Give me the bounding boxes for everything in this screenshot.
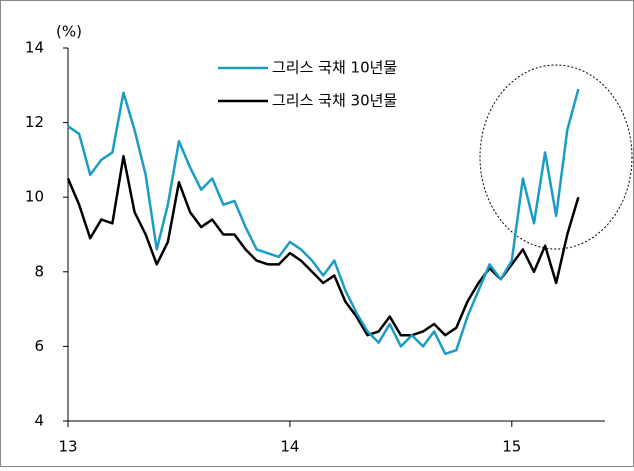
x-tick-label: 13 [58,438,77,456]
y-tick-label: 6 [34,337,44,355]
legend-label: 그리스 국채 10년물 [272,59,397,77]
series-line [66,154,580,337]
highlight-ellipse [479,64,633,250]
series-line [67,88,580,356]
y-tick-label: 8 [34,262,44,280]
y-tick-label: 10 [25,188,44,206]
y-tick-label: 12 [25,113,44,131]
y-tick-label: 14 [25,39,44,57]
x-tick-label: 15 [502,438,521,456]
y-axis-label: (%) [56,23,82,41]
y-tick-label: 4 [34,412,44,430]
legend-label: 그리스 국채 30년물 [272,92,397,110]
x-tick-label: 14 [280,438,299,456]
